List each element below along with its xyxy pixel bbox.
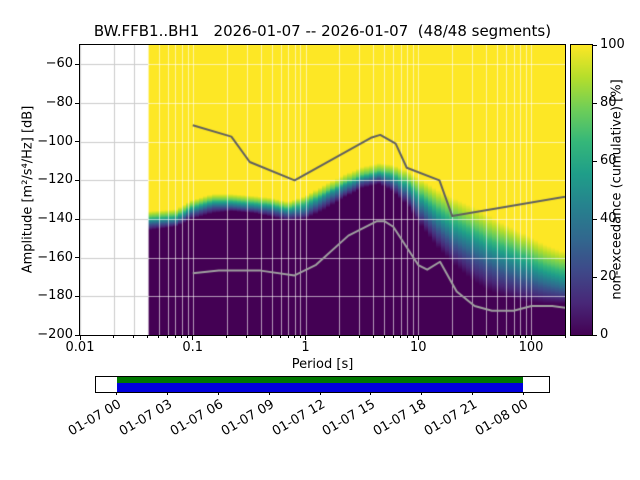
timeline-tick-label-text: 01-07 21 <box>421 397 480 440</box>
timeline-tick-label-text: 01-07 18 <box>370 397 430 440</box>
timeline-tick-label-text: 01-07 06 <box>167 397 226 440</box>
timeline-tick-mark <box>522 392 524 395</box>
colorbar-tick-label: 60 <box>600 153 617 168</box>
colorbar-tick-mark <box>593 160 597 162</box>
timeline-tick-label-text: 01-07 03 <box>117 397 176 440</box>
y-tick-mark <box>75 141 79 143</box>
colorbar-tick-label: 100 <box>600 37 625 52</box>
colorbar-tick-label: 40 <box>600 211 617 226</box>
x-minor-tick-mark <box>496 336 498 338</box>
x-axis-label: Period [s] <box>291 357 354 372</box>
x-tick-mark <box>417 336 419 340</box>
colorbar-tick-label: 80 <box>600 95 617 110</box>
colorbar-tick-label: 20 <box>600 269 617 284</box>
x-minor-tick-mark <box>513 336 515 338</box>
x-minor-tick-mark <box>525 336 527 338</box>
x-minor-tick-mark <box>174 336 176 338</box>
x-minor-tick-mark <box>158 336 160 338</box>
x-minor-tick-mark <box>147 336 149 338</box>
y-tick-label: −120 <box>37 172 73 188</box>
x-minor-tick-mark <box>485 336 487 338</box>
timeline-tick-label-text: 01-07 15 <box>320 397 379 440</box>
timeline-tick-label-text: 01-07 09 <box>218 397 277 440</box>
y-tick-label: −60 <box>45 56 73 72</box>
y-tick-mark <box>75 102 79 104</box>
y-tick-label: −200 <box>37 327 73 342</box>
y-tick-mark <box>75 295 79 297</box>
x-tick-label: 1 <box>301 340 310 355</box>
timeline-tick-mark <box>421 392 423 395</box>
x-minor-tick-mark <box>471 336 473 338</box>
colorbar-gradient <box>571 45 592 335</box>
colorbar-tick-mark <box>593 218 597 220</box>
x-tick-mark <box>79 336 81 340</box>
x-minor-tick-mark <box>406 336 408 338</box>
x-minor-tick-mark <box>392 336 394 338</box>
timeline-tick-label-text: 01-07 00 <box>66 397 125 440</box>
ppsd-heatmap-canvas <box>80 45 565 335</box>
x-minor-tick-mark <box>383 336 385 338</box>
y-tick-label: −180 <box>37 288 73 304</box>
x-minor-tick-mark <box>451 336 453 338</box>
y-tick-mark <box>75 257 79 259</box>
x-minor-tick-mark <box>299 336 301 338</box>
x-minor-tick-mark <box>412 336 414 338</box>
x-minor-tick-mark <box>372 336 374 338</box>
y-tick-label: −140 <box>37 211 73 226</box>
colorbar-tick-mark <box>593 102 597 104</box>
y-tick-label: −160 <box>37 249 73 265</box>
x-minor-tick-mark <box>246 336 248 338</box>
x-minor-tick-mark <box>226 336 228 338</box>
x-tick-mark <box>305 336 307 340</box>
y-tick-mark <box>75 218 79 220</box>
x-minor-tick-mark <box>287 336 289 338</box>
x-minor-tick-mark <box>564 336 566 338</box>
x-tick-label: 0.1 <box>182 340 204 355</box>
colorbar-frame <box>570 44 593 336</box>
x-minor-tick-mark <box>113 336 115 338</box>
timeline-tick-mark <box>370 392 372 395</box>
timeline-tick-mark <box>167 392 169 395</box>
timeline-tick-mark <box>116 392 118 395</box>
x-tick-mark <box>192 336 194 340</box>
x-minor-tick-mark <box>260 336 262 338</box>
x-minor-tick-mark <box>167 336 169 338</box>
colorbar-tick-mark <box>593 334 597 336</box>
x-minor-tick-mark <box>400 336 402 338</box>
y-tick-label: −100 <box>37 133 73 149</box>
x-minor-tick-mark <box>271 336 273 338</box>
colorbar-tick-mark <box>593 44 597 46</box>
x-minor-tick-mark <box>519 336 521 338</box>
timeline-tick-mark <box>471 392 473 395</box>
axes-frame <box>79 44 566 336</box>
x-minor-tick-mark <box>358 336 360 338</box>
colorbar-tick-label: 0 <box>600 327 609 342</box>
timeline-data-availability-bar <box>116 383 524 392</box>
x-tick-label: 0.01 <box>65 340 95 355</box>
x-minor-tick-mark <box>280 336 281 338</box>
y-tick-label: −80 <box>45 95 73 110</box>
timeline-tick-mark <box>268 392 270 395</box>
x-tick-label: 10 <box>410 340 427 355</box>
y-tick-mark <box>75 179 79 181</box>
x-minor-tick-mark <box>338 336 340 338</box>
timeline-tick-label-text: 01-08 00 <box>472 397 531 440</box>
timeline-tick-mark <box>319 392 321 395</box>
x-tick-label: 100 <box>518 340 544 355</box>
figure-title: BW.FFB1..BH1 2026-01-07 -- 2026-01-07 (4… <box>93 22 552 40</box>
timeline-tick-label-text: 01-07 12 <box>269 397 328 440</box>
x-minor-tick-mark <box>505 336 507 338</box>
timeline-tick-mark <box>217 392 219 395</box>
colorbar-tick-mark <box>593 276 597 278</box>
x-tick-mark <box>530 336 532 340</box>
y-tick-mark <box>75 63 79 65</box>
x-minor-tick-mark <box>294 336 296 338</box>
x-minor-tick-mark <box>187 336 189 338</box>
y-tick-mark <box>75 334 79 336</box>
x-minor-tick-mark <box>133 336 135 338</box>
timeline-used-segments-bar <box>116 377 524 383</box>
x-minor-tick-mark <box>181 336 183 338</box>
